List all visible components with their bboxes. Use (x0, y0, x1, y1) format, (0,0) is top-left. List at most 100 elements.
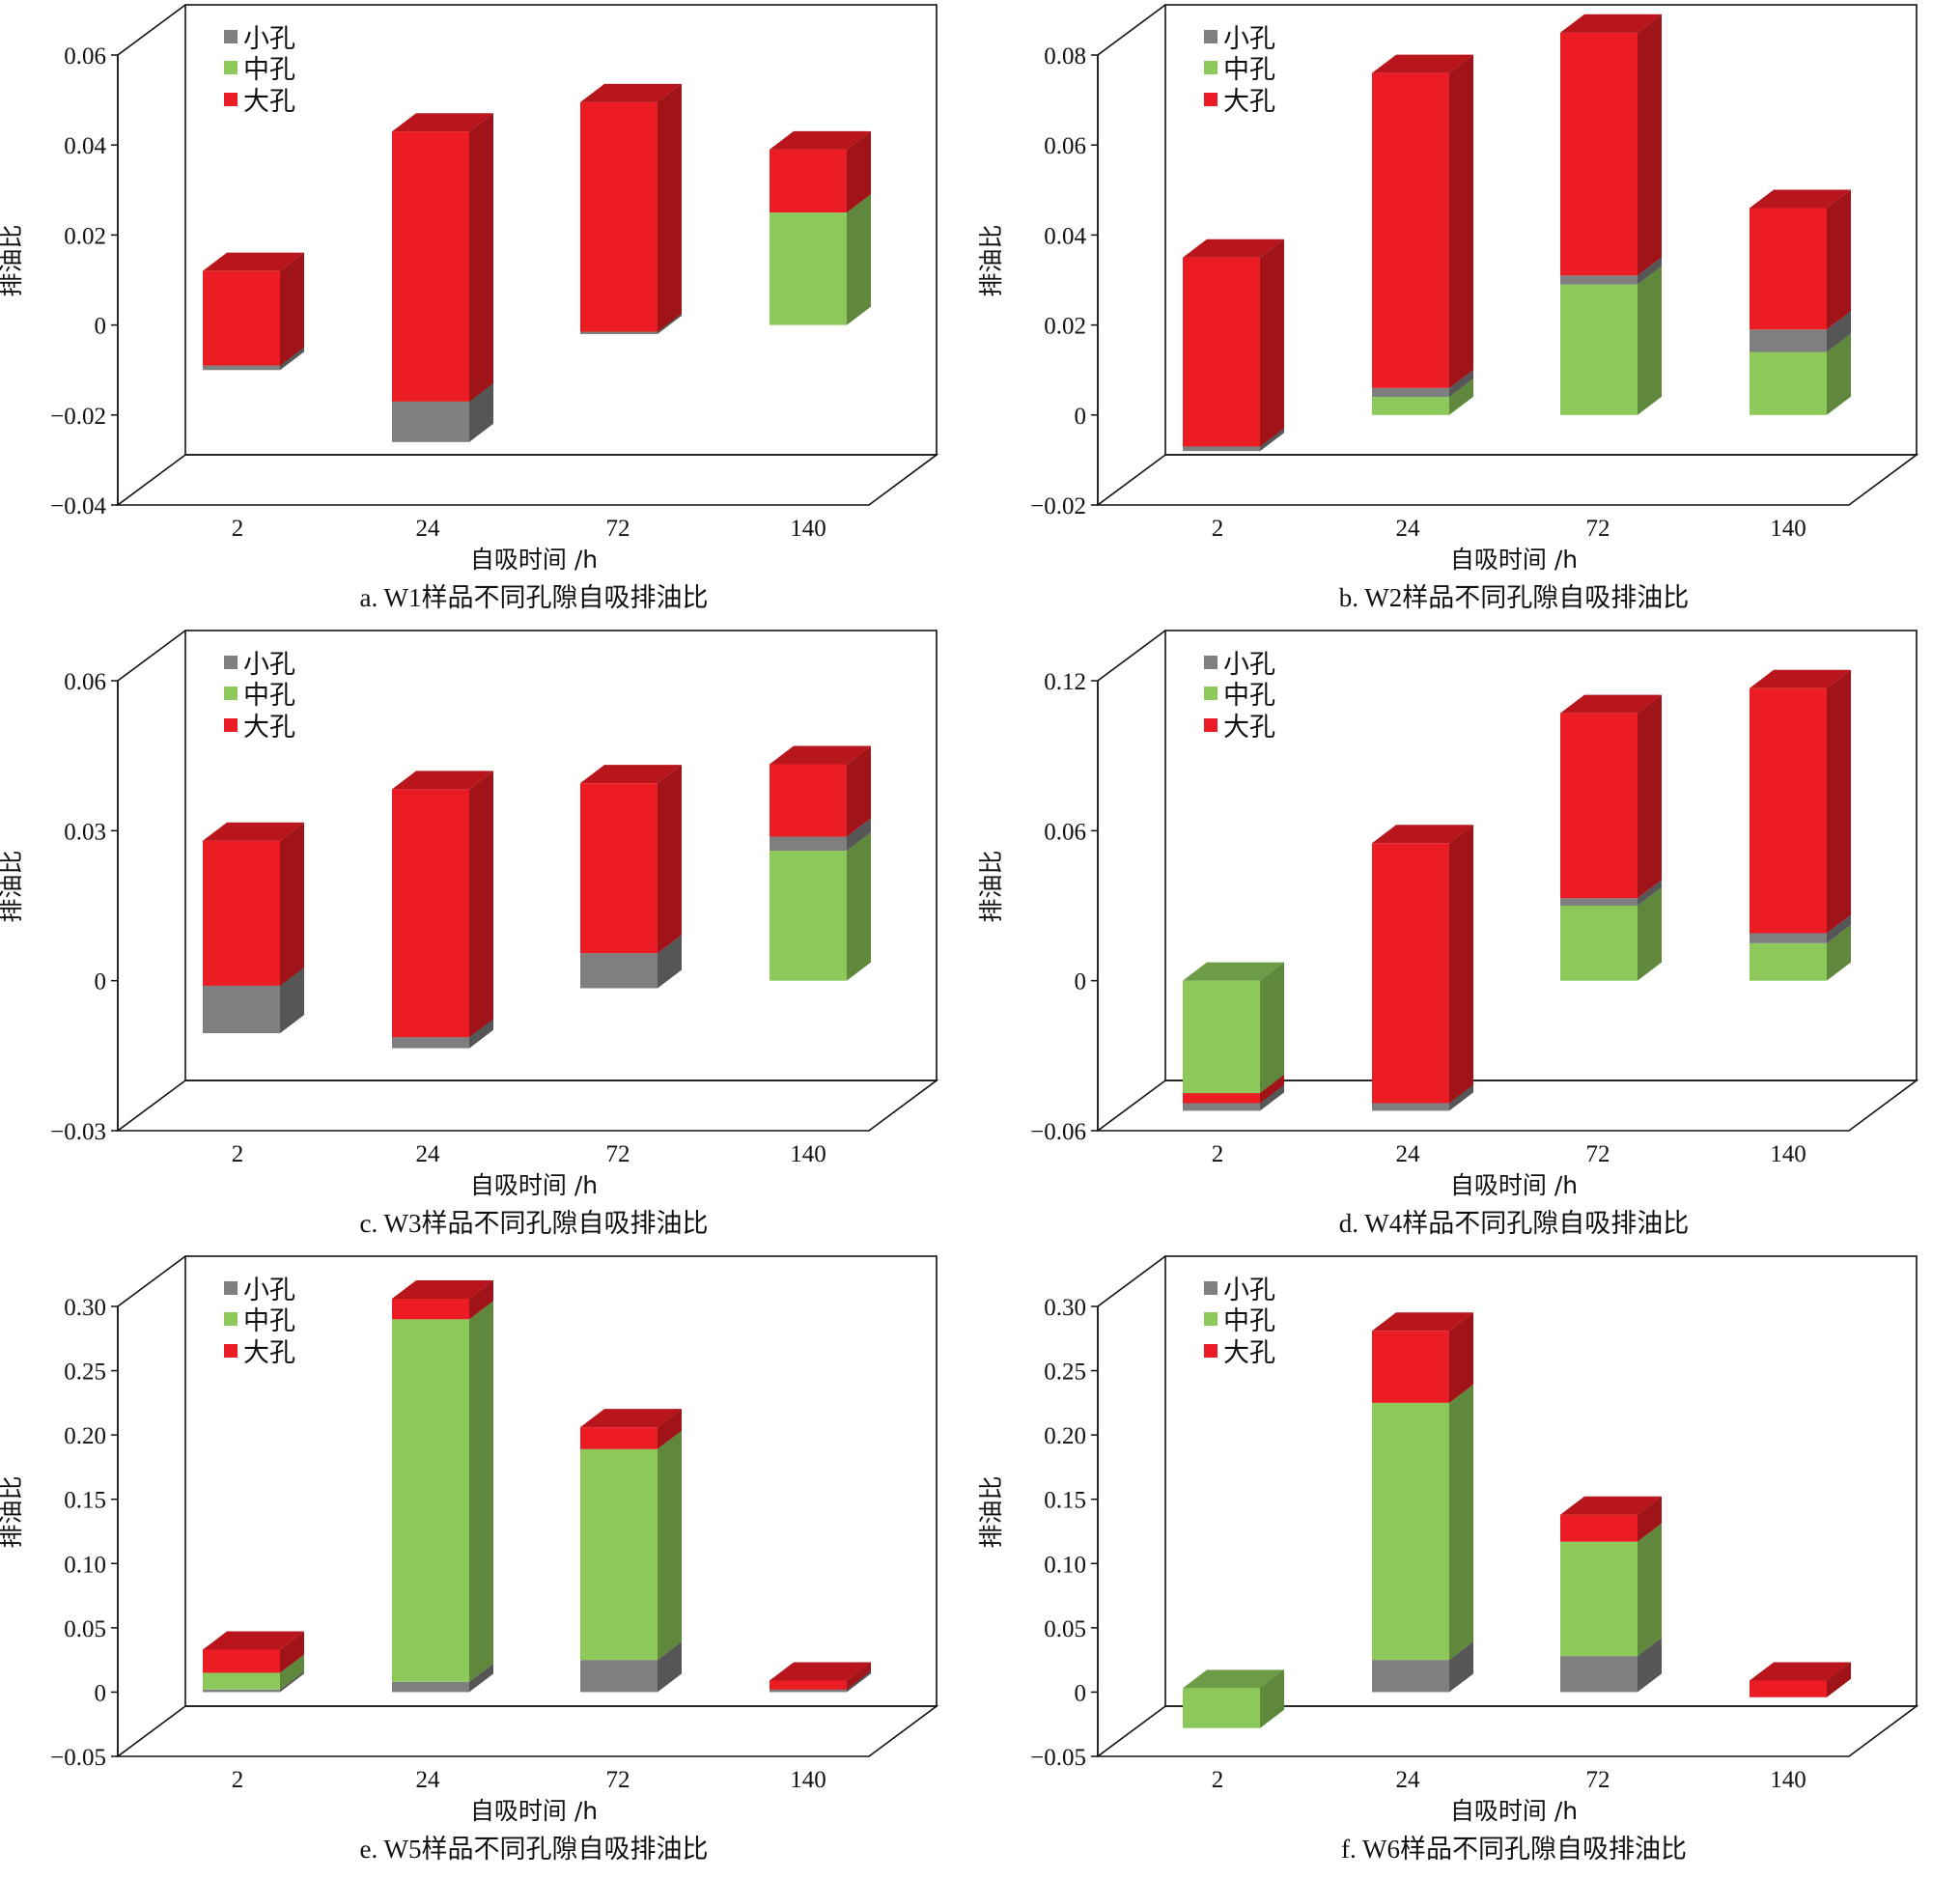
legend-label-medium: 中孔 (243, 681, 295, 711)
bar-stack-72 (1560, 694, 1662, 981)
y-tick-label: −0.06 (1030, 1119, 1086, 1145)
bar-large-front (1750, 687, 1827, 934)
bar-large-top (392, 1280, 493, 1300)
bar-stack-72 (580, 765, 682, 989)
bar-large-front (1560, 1514, 1638, 1542)
chart-svg: −0.05 0 0.05 0.10 0.15 0.20 0.25 0.30 2 24 72 140 自吸… (0, 1255, 939, 1864)
y-tick-label: 0.08 (1044, 43, 1086, 70)
y-tick-label: 0 (95, 1680, 107, 1706)
bar-large-side (1449, 1312, 1473, 1403)
y-tick-label: 0.30 (64, 1295, 106, 1321)
bar-large-side (1827, 1662, 1851, 1697)
depth-edge (1097, 1255, 1166, 1307)
bar-small-side (469, 1663, 493, 1693)
x-tick-label: 72 (1586, 1767, 1610, 1793)
bar-large-side (469, 113, 493, 402)
bar-medium-front (1750, 351, 1827, 415)
y-axis-title: 排油比 (0, 850, 25, 922)
bar-medium-side (1638, 887, 1662, 981)
x-tick-label: 24 (1396, 516, 1421, 542)
x-axis-title: 自吸时间 /h (470, 546, 598, 574)
bar-medium-front (1560, 284, 1638, 415)
bar-small-front (580, 953, 658, 989)
legend-swatch-small (1204, 1281, 1218, 1295)
bar-large-side (1827, 189, 1851, 330)
bar-medium-front (1183, 980, 1260, 1111)
legend-label-small: 小孔 (1223, 24, 1275, 54)
chart-panel-f: −0.05 0 0.05 0.10 0.15 0.20 0.25 0.30 2 24 72 140 自吸… (977, 1251, 1960, 1877)
bar-large-top (392, 771, 493, 790)
bar-stack-140 (1750, 189, 1851, 415)
bar-large-top (203, 822, 304, 841)
bar-large-top (1750, 1662, 1851, 1681)
legend-swatch-large (224, 93, 238, 106)
y-tick-label: 0.20 (64, 1423, 106, 1449)
bar-medium-side (1260, 1669, 1284, 1728)
bar-medium-side (1827, 333, 1851, 415)
legend-label-medium: 中孔 (243, 1306, 295, 1336)
bar-large-front (1560, 32, 1638, 276)
legend-label-medium: 中孔 (1223, 55, 1275, 85)
chart-panel-e: −0.05 0 0.05 0.10 0.15 0.20 0.25 0.30 2 24 72 140 自吸… (0, 1251, 980, 1877)
bar-large-front (203, 270, 280, 366)
bar-large-top (770, 745, 871, 765)
bar-small-front (1560, 1656, 1638, 1693)
legend-swatch-small (1204, 656, 1218, 669)
chart-caption: c. W3样品不同孔隙自吸排油比 (360, 1209, 709, 1238)
legend-swatch-medium (224, 61, 238, 74)
bar-large-side (658, 765, 682, 954)
bar-stack-72 (580, 83, 682, 334)
bar-large-side (1638, 14, 1662, 276)
x-axis-title: 自吸时间 /h (470, 1797, 598, 1825)
bar-large-top (1560, 1496, 1662, 1515)
bar-large-top (580, 1409, 682, 1428)
y-tick-label: 0.30 (1044, 1295, 1086, 1321)
bar-medium-side (658, 1430, 682, 1661)
x-tick-label: 2 (232, 1141, 244, 1167)
bar-large-top (1372, 825, 1473, 844)
y-tick-label: 0.04 (64, 133, 106, 159)
bar-small-front (580, 331, 658, 334)
legend-label-large: 大孔 (1223, 713, 1275, 743)
chart-panel-a: −0.04 −0.02 0 0.02 0.04 0.06 2 24 72 140 自吸时间 /h 排油… (0, 0, 980, 626)
bar-large-side (847, 130, 871, 213)
x-tick-label: 72 (606, 516, 630, 542)
bar-large-side (1260, 238, 1284, 447)
bar-stack-2 (203, 252, 304, 371)
bar-small-front (392, 1681, 469, 1693)
depth-edge (117, 4, 186, 56)
bar-medium-front (770, 851, 847, 981)
bar-small-front (203, 1689, 280, 1693)
bar-stack-140 (1750, 669, 1851, 981)
bar-large-front (1750, 1680, 1827, 1697)
bar-large-front (770, 764, 847, 837)
bar-medium-front (392, 1319, 469, 1682)
depth-edge (1097, 4, 1166, 56)
floor (115, 1705, 939, 1757)
chart-panel-d: −0.06 0 0.06 0.12 2 24 72 140 自吸时间 /h 排油比 d. W4样品不… (977, 626, 1960, 1251)
bar-medium-top (1183, 962, 1284, 981)
bar-stack-2 (1183, 962, 1284, 1111)
bar-medium-front (1183, 1688, 1260, 1728)
bar-large-side (469, 771, 493, 1038)
legend-label-small: 小孔 (243, 24, 295, 54)
bar-large-side (280, 822, 304, 986)
y-tick-label: 0.15 (1044, 1488, 1086, 1514)
bar-small-side (1260, 428, 1284, 452)
legend-label-medium: 中孔 (1223, 1306, 1275, 1336)
bar-medium-front (1372, 397, 1449, 415)
y-tick-label: 0.10 (1044, 1552, 1086, 1578)
y-tick-label: 0.06 (1044, 133, 1086, 159)
x-axis-title: 自吸时间 /h (1450, 546, 1578, 574)
chart-caption: d. W4样品不同孔隙自吸排油比 (1339, 1209, 1690, 1238)
bar-large-top (770, 1662, 871, 1681)
bar-small-side (1827, 914, 1851, 943)
bar-medium-front (1372, 1402, 1449, 1661)
bar-medium-side (847, 194, 871, 325)
chart-panel-b: −0.02 0 0.02 0.04 0.06 0.08 2 24 72 140 自吸时间 /h 排油比… (977, 0, 1960, 626)
bar-large-top (203, 1631, 304, 1650)
bar-large-side (1638, 694, 1662, 899)
y-axis-title: 排油比 (0, 1475, 25, 1548)
y-tick-label: 0.02 (64, 223, 106, 249)
legend-swatch-large (224, 1344, 238, 1358)
